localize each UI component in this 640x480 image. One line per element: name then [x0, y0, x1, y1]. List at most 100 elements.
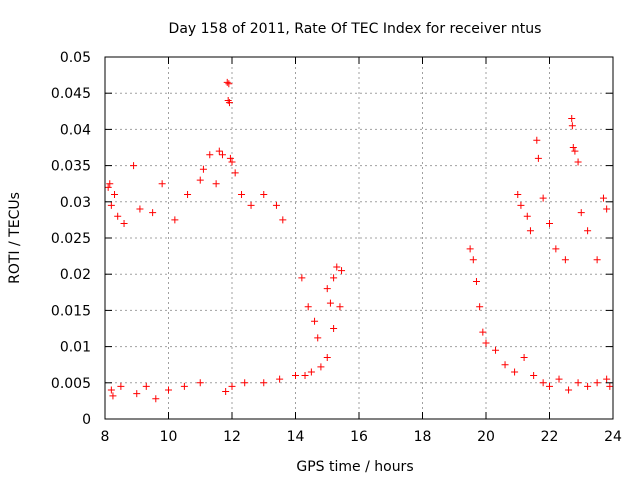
data-point	[336, 303, 344, 311]
data-point	[338, 267, 346, 275]
data-point	[577, 209, 585, 217]
grid-lines	[105, 57, 613, 419]
data-point	[298, 274, 306, 282]
data-point	[603, 375, 611, 383]
data-point	[326, 299, 334, 307]
x-tick-label: 14	[287, 429, 305, 445]
data-point	[247, 201, 255, 209]
data-point	[546, 382, 553, 390]
data-point	[311, 317, 319, 325]
data-point	[206, 151, 214, 159]
data-point	[304, 303, 312, 311]
data-point	[152, 395, 160, 403]
data-point	[241, 379, 249, 387]
y-tick-label: 0	[82, 412, 91, 428]
data-point	[260, 379, 268, 387]
data-point	[231, 169, 239, 177]
data-point	[482, 339, 490, 347]
data-point	[165, 386, 172, 394]
data-point	[136, 205, 144, 213]
data-point	[279, 216, 287, 224]
data-point	[225, 80, 233, 88]
data-point	[523, 212, 531, 220]
data-point	[212, 180, 220, 188]
data-point	[292, 372, 299, 380]
data-point	[106, 180, 114, 188]
y-tick-label: 0.035	[51, 159, 91, 175]
y-tick-label: 0.045	[51, 86, 91, 102]
x-tick-label: 8	[101, 429, 110, 445]
data-point	[180, 382, 188, 390]
data-point	[520, 353, 528, 361]
data-point	[215, 147, 223, 155]
data-point	[561, 256, 569, 264]
data-point	[568, 115, 576, 123]
data-point	[526, 227, 534, 235]
data-point	[109, 392, 117, 400]
data-point	[539, 194, 547, 202]
x-tick-labels: 8 10 12 14 16 18 20 22 24	[101, 429, 622, 445]
x-axis-title: GPS time / hours	[296, 459, 413, 475]
data-point	[223, 78, 231, 86]
x-tick-label: 10	[160, 429, 178, 445]
data-point	[314, 334, 322, 342]
data-point	[469, 256, 477, 264]
x-tick-label: 24	[604, 429, 622, 445]
data-point	[568, 122, 576, 130]
data-point	[565, 386, 573, 394]
data-point	[276, 375, 284, 383]
x-tick-label: 20	[477, 429, 495, 445]
y-tick-label: 0.005	[51, 376, 91, 392]
data-point	[117, 382, 125, 390]
chart-title: Day 158 of 2011, Rate Of TEC Index for r…	[169, 21, 542, 37]
data-point	[301, 372, 309, 380]
data-point	[228, 382, 236, 390]
data-point	[226, 154, 234, 162]
y-tick-label: 0.05	[60, 50, 91, 66]
data-point	[104, 183, 112, 191]
x-tick-label: 16	[350, 429, 368, 445]
y-tick-label: 0.02	[60, 267, 91, 283]
data-point	[199, 165, 207, 173]
data-point	[574, 158, 582, 166]
data-point	[228, 158, 236, 166]
data-point	[492, 346, 500, 354]
data-point	[130, 162, 138, 170]
data-point	[533, 136, 541, 144]
axis-ticks	[104, 56, 614, 420]
y-tick-label: 0.015	[51, 303, 91, 319]
y-tick-label: 0.04	[60, 122, 91, 138]
data-point	[114, 212, 122, 220]
data-point	[149, 209, 157, 217]
data-point	[574, 379, 582, 387]
x-tick-label: 12	[223, 429, 241, 445]
data-point	[476, 303, 484, 311]
data-point	[323, 353, 331, 361]
data-point	[514, 191, 522, 199]
y-tick-label: 0.01	[60, 340, 91, 356]
data-point	[260, 191, 268, 199]
data-point	[238, 191, 246, 199]
data-point	[534, 154, 542, 162]
y-axis-title: ROTI / TECUs	[7, 192, 23, 284]
data-point	[472, 277, 480, 285]
data-point	[330, 274, 338, 282]
data-point	[307, 368, 315, 376]
data-point	[323, 285, 331, 293]
data-point	[133, 390, 141, 398]
data-point	[530, 372, 538, 380]
y-tick-label: 0.03	[60, 195, 91, 211]
data-point	[539, 379, 547, 387]
data-point	[330, 325, 338, 332]
data-point	[120, 220, 128, 228]
data-point	[196, 379, 204, 387]
data-point	[317, 363, 325, 371]
y-tick-labels: 0 0.005 0.01 0.015 0.02 0.025 0.03 0.035 0.04 0.0…	[51, 50, 91, 428]
data-point	[571, 147, 579, 155]
data-point	[584, 227, 592, 235]
data-point	[142, 382, 150, 390]
data-point	[222, 387, 230, 395]
data-point	[225, 99, 233, 107]
data-point	[479, 328, 487, 336]
data-point	[501, 361, 509, 369]
